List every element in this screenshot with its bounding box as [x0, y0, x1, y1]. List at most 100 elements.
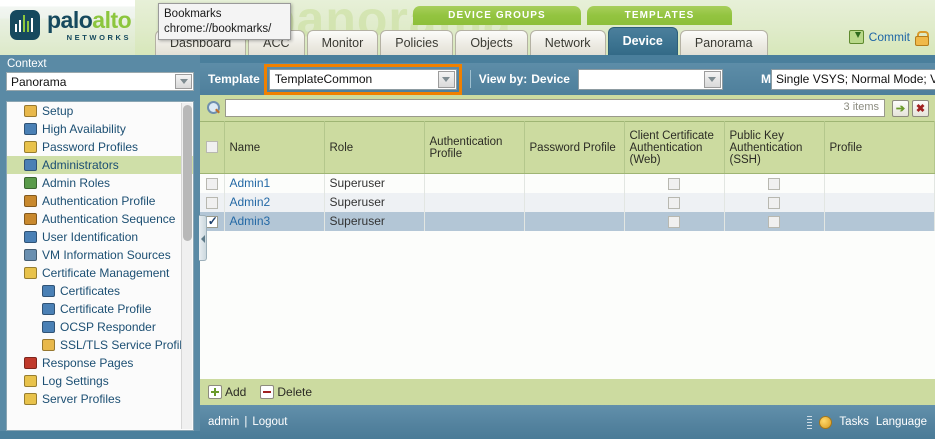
minus-icon — [260, 385, 275, 399]
sidebar-item-certificates[interactable]: Certificates — [7, 282, 193, 300]
certificate-profile-icon — [41, 302, 56, 316]
column-header-client-certificate-authentication[interactable]: Client Certificate Authentication (Web) — [624, 121, 725, 174]
select-all-header[interactable] — [200, 121, 225, 174]
drag-grip-icon[interactable] — [807, 415, 813, 429]
sidebar-collapse-handle[interactable] — [199, 215, 207, 261]
column-header-name[interactable]: Name — [224, 121, 325, 174]
column-header-public-key-authentication[interactable]: Public Key Authentication (SSH) — [724, 121, 825, 174]
chevron-down-icon[interactable] — [175, 74, 192, 89]
tab-monitor[interactable]: Monitor — [306, 30, 379, 55]
logout-link[interactable]: Logout — [252, 416, 288, 428]
table-row[interactable]: Admin2 Superuser — [200, 192, 935, 212]
admin-name-link[interactable]: Admin3 — [229, 214, 271, 228]
row-select-cell[interactable] — [200, 173, 225, 193]
administrators-table: Name Role Authentication Profile Passwor… — [200, 121, 935, 231]
admin-name-link[interactable]: Admin2 — [229, 195, 271, 209]
sidebar-item-vm-information-sources[interactable]: VM Information Sources — [7, 246, 193, 264]
cell-profile — [824, 211, 935, 231]
chevron-down-icon[interactable] — [703, 70, 721, 88]
table-row[interactable]: Admin3 Superuser — [200, 211, 935, 231]
tasks-link[interactable]: Tasks — [839, 416, 869, 428]
cell-public-key-authentication[interactable] — [724, 173, 825, 193]
public-key-checkbox[interactable] — [768, 196, 780, 209]
row-checkbox[interactable] — [205, 196, 218, 209]
column-header-profile[interactable]: Profile — [824, 121, 935, 174]
commit-button[interactable]: Commit — [868, 30, 910, 44]
cell-public-key-authentication[interactable] — [724, 211, 825, 231]
tab-panorama[interactable]: Panorama — [679, 30, 768, 55]
vm-information-sources-icon — [23, 248, 38, 262]
certificates-icon — [41, 284, 56, 298]
cell-client-certificate-authentication[interactable] — [624, 192, 725, 212]
row-checkbox[interactable] — [205, 214, 218, 228]
sidebar-item-high-availability[interactable]: High Availability — [7, 120, 193, 138]
context-select[interactable]: Panorama — [6, 72, 194, 91]
column-header-role[interactable]: Role — [324, 121, 425, 174]
sidebar-item-label: Authentication Sequence — [42, 212, 176, 226]
sidebar-item-ocsp-responder[interactable]: OCSP Responder — [7, 318, 193, 336]
commit-icon[interactable] — [848, 30, 864, 44]
column-header-password-profile[interactable]: Password Profile — [524, 121, 625, 174]
status-right: Tasks Language — [807, 415, 935, 429]
search-icon[interactable] — [206, 100, 221, 116]
client-cert-checkbox[interactable] — [668, 215, 680, 228]
add-button[interactable]: Add — [208, 385, 246, 399]
cell-client-certificate-authentication[interactable] — [624, 211, 725, 231]
sidebar-item-password-profiles[interactable]: Password Profiles — [7, 138, 193, 156]
delete-button[interactable]: Delete — [260, 385, 312, 399]
cell-profile — [824, 173, 935, 193]
lock-icon[interactable] — [915, 30, 929, 46]
cell-name: Admin1 — [224, 173, 325, 193]
template-highlight-box: TemplateCommon — [263, 63, 462, 95]
apply-filter-button[interactable]: ➔ — [892, 99, 909, 117]
left-sidebar: Context Panorama Setup High Availability P… — [0, 55, 200, 439]
select-all-checkbox[interactable] — [205, 141, 218, 154]
sidebar-item-certificate-management[interactable]: Certificate Management — [7, 264, 193, 282]
template-select[interactable]: TemplateCommon — [268, 68, 457, 90]
tasks-icon[interactable] — [819, 415, 833, 429]
sidebar-item-administrators[interactable]: Administrators — [7, 156, 193, 174]
tab-objects[interactable]: Objects — [455, 30, 528, 55]
client-cert-checkbox[interactable] — [668, 178, 680, 191]
sidebar-item-label: High Availability — [42, 122, 126, 136]
sidebar-item-response-pages[interactable]: Response Pages — [7, 354, 193, 372]
sidebar-item-setup[interactable]: Setup — [7, 102, 193, 120]
sidebar-item-certificate-profile[interactable]: Certificate Profile — [7, 300, 193, 318]
tooltip-title: Bookmarks — [164, 8, 222, 20]
close-icon: ✖ — [915, 102, 926, 115]
brand-name-part2: alto — [92, 7, 132, 33]
public-key-checkbox[interactable] — [768, 178, 780, 191]
setup-icon — [23, 104, 38, 118]
row-checkbox[interactable] — [205, 178, 218, 191]
client-cert-checkbox[interactable] — [668, 196, 680, 209]
sidebar-item-log-settings[interactable]: Log Settings — [7, 372, 193, 390]
item-count: 3 items — [843, 101, 879, 113]
sidebar-scrollbar-thumb[interactable] — [183, 105, 192, 241]
clear-filter-button[interactable]: ✖ — [912, 99, 929, 117]
cell-public-key-authentication[interactable] — [724, 192, 825, 212]
admin-name-link[interactable]: Admin1 — [229, 176, 271, 191]
search-input[interactable]: 3 items — [225, 99, 885, 117]
sidebar-item-authentication-sequence[interactable]: Authentication Sequence — [7, 210, 193, 228]
sidebar-item-label: Admin Roles — [42, 176, 111, 190]
sidebar-scrollbar[interactable] — [181, 103, 192, 429]
tab-network[interactable]: Network — [529, 30, 606, 55]
row-select-cell[interactable] — [200, 192, 225, 212]
password-profiles-icon — [23, 140, 38, 154]
tab-device[interactable]: Device — [607, 27, 678, 55]
sidebar-item-user-identification[interactable]: User Identification — [7, 228, 193, 246]
table-row[interactable]: Admin1 Superuser — [200, 173, 935, 193]
column-header-authentication-profile[interactable]: Authentication Profile — [424, 121, 525, 174]
public-key-checkbox[interactable] — [768, 215, 780, 228]
sidebar-item-admin-roles[interactable]: Admin Roles — [7, 174, 193, 192]
context-toolbar: Template TemplateCommon View by: Device … — [200, 63, 935, 95]
sidebar-item-authentication-profile[interactable]: Authentication Profile — [7, 192, 193, 210]
tab-policies[interactable]: Policies — [380, 30, 454, 55]
sidebar-item-ssl-tls-service-profile[interactable]: SSL/TLS Service Profile — [7, 336, 193, 354]
viewby-select[interactable] — [577, 68, 723, 90]
cell-client-certificate-authentication[interactable] — [624, 173, 725, 193]
arrow-right-icon: ➔ — [895, 102, 906, 115]
chevron-down-icon[interactable] — [437, 70, 455, 88]
sidebar-item-server-profiles[interactable]: Server Profiles — [7, 390, 193, 408]
language-link[interactable]: Language — [875, 416, 927, 428]
